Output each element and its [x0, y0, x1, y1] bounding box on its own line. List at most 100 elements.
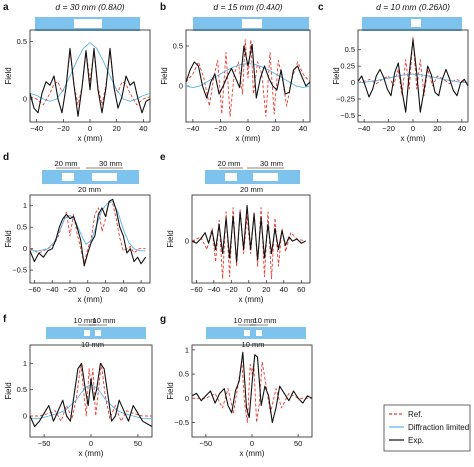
panel-c: c d = 10 mm (0.26λ0) −40 −20 0 20 40 −0.5 −0.25 0… — [318, 2, 469, 143]
series-exp-line — [29, 362, 153, 428]
x-tick-label: 20 — [112, 124, 120, 133]
x-tick-label: −40 — [358, 124, 371, 133]
series-exp-line — [29, 198, 147, 267]
y-tick-label: 1 — [185, 345, 189, 354]
slit-bar — [205, 170, 300, 184]
dimension-label: 30 mm — [260, 159, 283, 168]
y-tick-label: 0 — [23, 411, 27, 420]
x-axis-label: x (mm) — [79, 449, 104, 458]
y-tick-label: 0 — [185, 394, 189, 403]
x-tick-label: 0 — [88, 124, 92, 133]
plot-frame — [29, 344, 153, 438]
panel-title: d = 15 mm (0.4λ0) — [213, 2, 282, 12]
dimension-label: 20 mm — [78, 185, 101, 194]
y-tick-label: 0 — [179, 82, 183, 91]
x-tick-label: −20 — [225, 285, 238, 294]
dimension-label: 10 mm — [234, 316, 257, 325]
y-tick-label: −0.5 — [340, 111, 355, 120]
y-tick-label: 0.5 — [17, 223, 27, 232]
series-ref-line — [29, 200, 146, 265]
y-axis-label: Field — [4, 230, 13, 247]
slit-hole — [256, 330, 262, 336]
y-tick-label: 0 — [185, 237, 189, 246]
y-axis-label: Field — [332, 67, 341, 84]
dimension-label: 20 mm — [240, 185, 263, 194]
panel-title: d = 10 mm (0.26λ0) — [376, 2, 450, 12]
panel-b: b d = 15 mm (0.4λ0) −40 −20 0 20 40 0 0.5 x (mm) F… — [160, 2, 311, 143]
y-axis-label: Field — [4, 67, 13, 84]
x-tick-label: 40 — [458, 124, 466, 133]
series-diffraction-line — [30, 200, 146, 252]
x-tick-label: 20 — [433, 124, 441, 133]
y-tick-label: −0.5 — [174, 418, 189, 427]
x-tick-label: −50 — [38, 439, 51, 448]
x-tick-label: 40 — [119, 285, 127, 294]
legend-label-exp: Exp. — [408, 436, 424, 445]
legend-label-diffraction: Diffraction limited — [408, 423, 469, 432]
x-tick-label: −60 — [190, 285, 203, 294]
y-axis-label: Field — [4, 382, 13, 399]
slit-hole — [411, 19, 421, 27]
y-tick-label: 0.25 — [340, 62, 355, 71]
panel-a: a d = 30 mm (0.8λ0) −40 −20 0 20 40 0 0.5 x (mm) F… — [3, 2, 151, 143]
dimension-label: 10 mm — [254, 316, 277, 325]
dimension-label: 10 mm — [74, 316, 97, 325]
x-tick-label: 0 — [86, 285, 90, 294]
panel-letter: b — [160, 2, 166, 13]
slit-hole — [74, 19, 102, 28]
x-tick-label: 50 — [294, 439, 302, 448]
panel-letter: a — [3, 2, 9, 13]
slit-hole — [242, 19, 262, 28]
legend: Ref. Diffraction limited Exp. — [383, 404, 471, 452]
x-axis-label: x (mm) — [401, 134, 426, 143]
x-tick-label: 20 — [262, 285, 270, 294]
series-exp-line — [191, 351, 313, 424]
legend-label-ref: Ref. — [408, 410, 423, 419]
series-exp-line — [191, 204, 306, 263]
x-tick-label: −60 — [28, 285, 41, 294]
x-tick-label: 0 — [89, 439, 93, 448]
x-axis-label: x (mm) — [236, 134, 261, 143]
y-tick-label: −0.25 — [336, 95, 355, 104]
series-exp-line — [185, 43, 311, 99]
panel-letter: e — [160, 152, 166, 163]
slit-hole — [62, 173, 74, 181]
panel-letter: c — [318, 2, 324, 13]
y-tick-label: 0 — [351, 78, 355, 87]
series-ref-line — [29, 50, 151, 106]
x-tick-label: 60 — [137, 285, 145, 294]
plot-frame — [29, 194, 151, 284]
series-ref-line — [185, 39, 311, 117]
plot-frame — [191, 194, 311, 284]
series-diffraction-line — [29, 42, 151, 102]
plot-frame — [29, 29, 151, 123]
series-ref-line — [357, 36, 469, 97]
x-tick-label: −40 — [30, 124, 43, 133]
dimension-label: 20 mm — [55, 159, 78, 168]
x-tick-label: 0 — [247, 285, 251, 294]
slit-hole — [92, 173, 117, 181]
x-axis-label: x (mm) — [240, 449, 265, 458]
x-tick-label: 20 — [101, 285, 109, 294]
x-tick-label: −20 — [382, 124, 395, 133]
y-tick-label: 1 — [23, 201, 27, 210]
x-tick-label: −40 — [46, 285, 59, 294]
x-axis-label: x (mm) — [78, 134, 103, 143]
x-tick-label: 20 — [271, 124, 279, 133]
slit-hole — [244, 330, 250, 336]
x-tick-label: 0 — [411, 124, 415, 133]
dimension-label: 30 mm — [99, 159, 122, 168]
y-tick-label: 0.5 — [17, 37, 27, 46]
series-exp-line — [29, 47, 151, 117]
x-tick-label: 0 — [246, 124, 250, 133]
x-tick-label: 50 — [134, 439, 142, 448]
y-tick-label: 0.5 — [17, 385, 27, 394]
y-tick-label: 1 — [23, 359, 27, 368]
dimension-label: 10 mm — [81, 340, 104, 349]
y-axis-label: Field — [160, 67, 169, 84]
dimension-label: 10 mm — [242, 340, 265, 349]
x-tick-label: −20 — [64, 285, 77, 294]
